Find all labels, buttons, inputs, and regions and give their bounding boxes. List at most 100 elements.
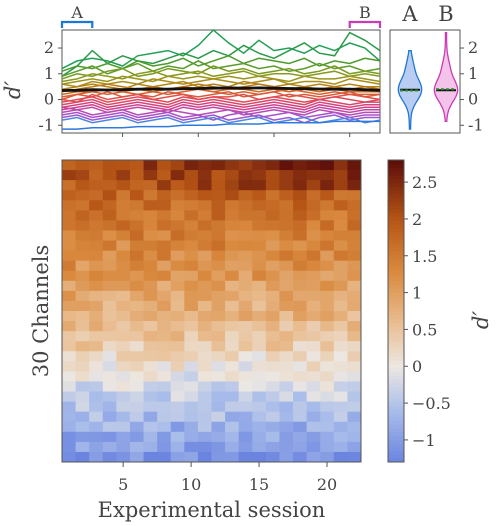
heatmap-cell [333, 451, 348, 463]
heatmap-cell [197, 200, 212, 211]
heatmap-cell [333, 361, 348, 372]
heatmap-cell [211, 381, 226, 392]
heatmap-cell [238, 240, 253, 251]
heatmap-cell [306, 341, 321, 352]
colorbar-segment [388, 231, 404, 236]
heatmap-cell [102, 300, 117, 312]
heatmap-cell [89, 170, 104, 181]
heatmap-cell [116, 391, 131, 402]
heatmap-cell [347, 270, 362, 282]
heatmap-cell [293, 441, 308, 453]
heatmap-cell [265, 361, 280, 372]
heatmap-cell [225, 300, 240, 312]
colorbar-segment [388, 394, 404, 399]
heatmap-cell [102, 190, 117, 201]
heatmap-cell [238, 190, 253, 201]
heatmap-cell [197, 341, 212, 352]
heatmap-cell [157, 431, 172, 443]
heatmap-cell [279, 190, 294, 201]
colorbar-segment [388, 356, 404, 361]
colorbar-segment [388, 167, 404, 172]
heatmap-cell [143, 401, 158, 413]
heatmap-cell [265, 160, 280, 171]
heatmap-cell [279, 250, 294, 262]
heatmap-cell [238, 321, 253, 332]
heatmap-cell [102, 240, 117, 251]
heatmap-cell [157, 250, 172, 262]
colorbar-segment [388, 212, 404, 218]
heatmap-cell [157, 421, 172, 433]
heatmap-cell [157, 230, 172, 241]
heatmap-cell [225, 270, 240, 282]
heatmap-cell [347, 401, 362, 413]
heatmap-cell [265, 451, 280, 463]
heatmap-cell [225, 441, 240, 453]
heatmap-cell [347, 160, 362, 171]
heatmap-cell [102, 200, 117, 211]
heatmap-cell [320, 441, 335, 453]
heatmap-cell [129, 321, 144, 332]
heatmap-cell [116, 190, 131, 201]
heatmap-cell [320, 260, 335, 272]
heatmap-cell [157, 300, 172, 312]
heatmap-cell [102, 250, 117, 262]
heatmap-cell [225, 250, 240, 262]
heatmap-cell [252, 381, 267, 392]
heatmap-cell [157, 381, 172, 392]
heatmap-cell [89, 240, 104, 251]
heatmap-cell [197, 160, 212, 171]
heatmap-cell [265, 200, 280, 211]
heatmap-cell [347, 300, 362, 312]
heatmap-cell [75, 210, 90, 221]
heatmap-cell [89, 200, 104, 211]
heatmap-cell [306, 250, 321, 262]
heatmap-cell [320, 280, 335, 292]
heatmap-cell [252, 371, 267, 382]
heatmap-cell [225, 391, 240, 402]
colorbar-frame [387, 159, 405, 463]
colorbar-segment [388, 322, 404, 327]
heatmap-cell [211, 451, 226, 463]
heatmap-cell [238, 361, 253, 372]
heatmap-cell [279, 290, 294, 302]
heatmap-cell [279, 351, 294, 362]
heatmap-cell [238, 441, 253, 453]
violin-y-tick-label: 2 [468, 38, 478, 57]
heatmap-cell [143, 200, 158, 211]
heatmap-cell [184, 321, 199, 332]
heatmap-cell [306, 421, 321, 433]
heatmap-cell [320, 270, 335, 282]
heatmap-cell [129, 200, 144, 211]
heatmap-cell [293, 361, 308, 372]
heatmap-cell [320, 321, 335, 332]
heatmap-cell [129, 230, 144, 241]
heatmap-cell [238, 260, 253, 272]
heatmap-cell [75, 311, 90, 322]
heatmap-cell [102, 210, 117, 221]
heatmap-cell [279, 321, 294, 332]
heatmap-cell [293, 160, 308, 171]
heatmap-cell [62, 200, 76, 211]
heatmap-cell [197, 220, 212, 231]
colorbar-segment [388, 435, 404, 440]
heatmap-cell [293, 411, 308, 423]
heatmap-cell [102, 431, 117, 443]
heatmap-cell [293, 240, 308, 251]
heatmap-cell [143, 361, 158, 372]
heatmap-cell [75, 451, 90, 463]
heatmap-cell [102, 351, 117, 362]
heatmap-cell [197, 381, 212, 392]
heatmap-cell [265, 170, 280, 181]
heatmap-cell [89, 250, 104, 262]
heatmap-cell [293, 260, 308, 272]
heatmap-cell [184, 361, 199, 372]
colorbar-segment [388, 371, 404, 376]
heatmap-cell [102, 220, 117, 231]
heatmap-cell [225, 260, 240, 272]
heatmap-cell [102, 230, 117, 241]
heatmap-cell [238, 431, 253, 443]
heatmap-cell [170, 341, 185, 352]
heatmap-cell [279, 391, 294, 402]
heatmap-cell [306, 401, 321, 413]
